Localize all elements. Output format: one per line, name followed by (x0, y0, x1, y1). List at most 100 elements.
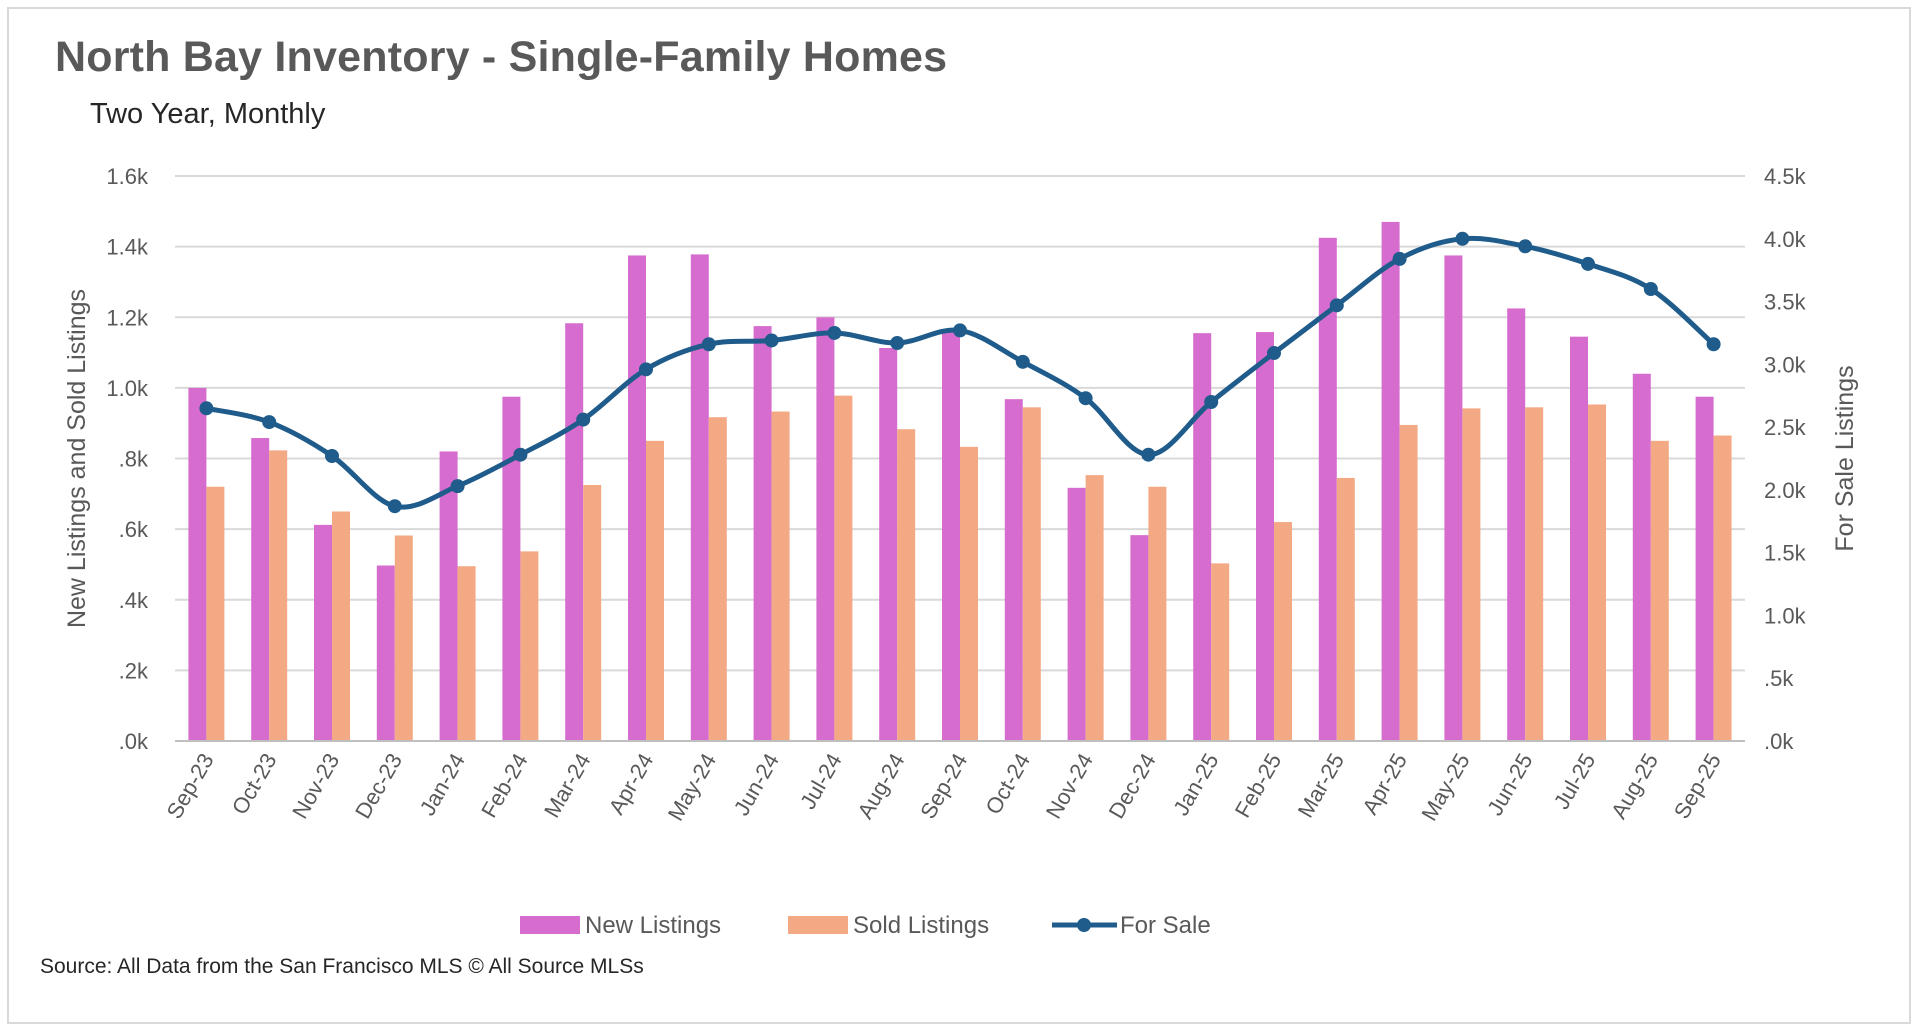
sold-listings-bar (206, 486, 225, 741)
y-left-tick-label: .0k (119, 729, 149, 754)
x-tick-label: Dec-23 (350, 749, 407, 823)
for-sale-point (1204, 395, 1219, 409)
x-tick-label: May-24 (663, 749, 721, 825)
y-left-tick-label: 1.6k (106, 164, 149, 189)
x-tick-label: Oct-24 (980, 749, 1035, 819)
x-tick-label: Jul-25 (1549, 749, 1601, 813)
sold-listings-bar (1525, 407, 1544, 741)
y-right-tick-label: 1.5k (1764, 541, 1807, 566)
new-listings-bar (1004, 399, 1023, 741)
x-tick-label: Sep-25 (1669, 749, 1726, 823)
y-right-tick-label: .0k (1764, 729, 1794, 754)
new-listings-bar (1570, 336, 1588, 741)
sold-listings-bar (1713, 435, 1732, 741)
new-listings-bar (879, 347, 898, 741)
y-left-axis-title: New Listings and Sold Listings (63, 289, 91, 628)
new-listings-bar (1318, 237, 1337, 741)
for-sale-point (576, 412, 591, 427)
sold-listings-bar (332, 511, 350, 741)
new-listings-bar (1695, 396, 1714, 741)
new-listings-bar (942, 332, 960, 741)
x-tick-label: Feb-24 (476, 749, 533, 822)
source-note: Source: All Data from the San Francisco … (40, 955, 644, 978)
sold-listings-bar (897, 429, 916, 741)
x-tick-label: Feb-25 (1230, 749, 1287, 822)
sold-listings-bar (771, 411, 790, 741)
y-left-tick-label: 1.2k (106, 305, 149, 330)
y-right-tick-label: 2.0k (1764, 478, 1807, 503)
sold-listings-bar (1022, 407, 1041, 741)
y-right-tick-label: .5k (1764, 666, 1794, 691)
new-listings-bar (1193, 333, 1212, 741)
for-sale-line (199, 231, 1721, 514)
legend-marker-for-sale (1077, 918, 1091, 932)
new-listings-bar (502, 396, 521, 741)
for-sale-point (325, 448, 339, 463)
x-tick-label: Jan-25 (1168, 749, 1223, 820)
x-tick-label: Sep-24 (915, 749, 972, 823)
y-right-tick-label: 4.0k (1764, 227, 1807, 252)
new-listings-bar (188, 387, 207, 741)
x-tick-label: Nov-23 (287, 749, 344, 823)
x-tick-label: Oct-23 (227, 749, 282, 819)
sold-listings-bar (1462, 408, 1481, 741)
y-right-tick-label: 2.5k (1764, 415, 1807, 440)
y-right-tick-label: 3.0k (1764, 352, 1807, 377)
legend-swatch-new-listings (520, 916, 580, 934)
x-tick-label: Apr-24 (604, 749, 659, 819)
x-tick-label: Mar-25 (1293, 749, 1349, 822)
y-left-tick-label: 1.0k (106, 376, 149, 401)
y-left-tick-label: .8k (119, 447, 149, 472)
sold-listings-bar (394, 535, 413, 741)
for-sale-point (387, 499, 402, 514)
for-sale-point (1015, 354, 1030, 369)
bars (188, 221, 1732, 742)
new-listings-bar (1632, 373, 1651, 741)
for-sale-point (764, 333, 779, 348)
sold-listings-bar (708, 417, 727, 741)
new-listings-bar (690, 254, 709, 742)
for-sale-point (1518, 239, 1533, 254)
x-tick-label: Nov-24 (1041, 749, 1098, 823)
sold-listings-bar (520, 551, 539, 741)
x-tick-label: Aug-25 (1606, 749, 1663, 823)
x-tick-label: Apr-25 (1357, 749, 1412, 819)
new-listings-bar (376, 565, 395, 741)
for-sale-point (890, 335, 905, 350)
x-tick-label: Mar-24 (539, 749, 595, 822)
new-listings-bar (1507, 308, 1526, 741)
legend-label-for-sale: For Sale (1120, 912, 1211, 939)
y-left-tick-label: .6k (119, 517, 149, 542)
for-sale-point (450, 479, 465, 494)
sold-listings-bar (1650, 440, 1669, 741)
for-sale-point (1329, 298, 1344, 313)
y-right-axis-title: For Sale Listings (1831, 365, 1859, 551)
sold-listings-bar (1336, 477, 1355, 741)
for-sale-point (1267, 346, 1281, 361)
y-right-tick-label: 1.0k (1764, 603, 1807, 628)
new-listings-bar (1381, 221, 1400, 741)
for-sale-point (1581, 256, 1595, 271)
new-listings-bar (565, 323, 584, 741)
legend: New Listings Sold Listings For Sale (520, 912, 1211, 939)
legend-label-sold-listings: Sold Listings (853, 912, 989, 939)
for-sale-point (1141, 447, 1156, 462)
y-left-tick-label: 1.4k (106, 235, 149, 260)
for-sale-point (1706, 337, 1721, 352)
for-sale-point (262, 415, 277, 430)
chart-subtitle: Two Year, Monthly (90, 98, 326, 130)
sold-listings-bar (1148, 486, 1167, 741)
new-listings-bar (753, 326, 772, 741)
sold-listings-bar (960, 446, 978, 741)
for-sale-point (953, 323, 967, 338)
for-sale-point (1455, 231, 1470, 246)
y-right-tick-label: 3.5k (1764, 290, 1807, 315)
legend-label-new-listings: New Listings (585, 912, 721, 939)
new-listings-bar (628, 255, 646, 741)
x-tick-label: Jun-24 (729, 749, 784, 820)
new-listings-bar (1444, 255, 1463, 741)
sold-listings-bar (834, 395, 853, 741)
new-listings-bar (816, 317, 835, 741)
for-sale-point (639, 362, 653, 377)
